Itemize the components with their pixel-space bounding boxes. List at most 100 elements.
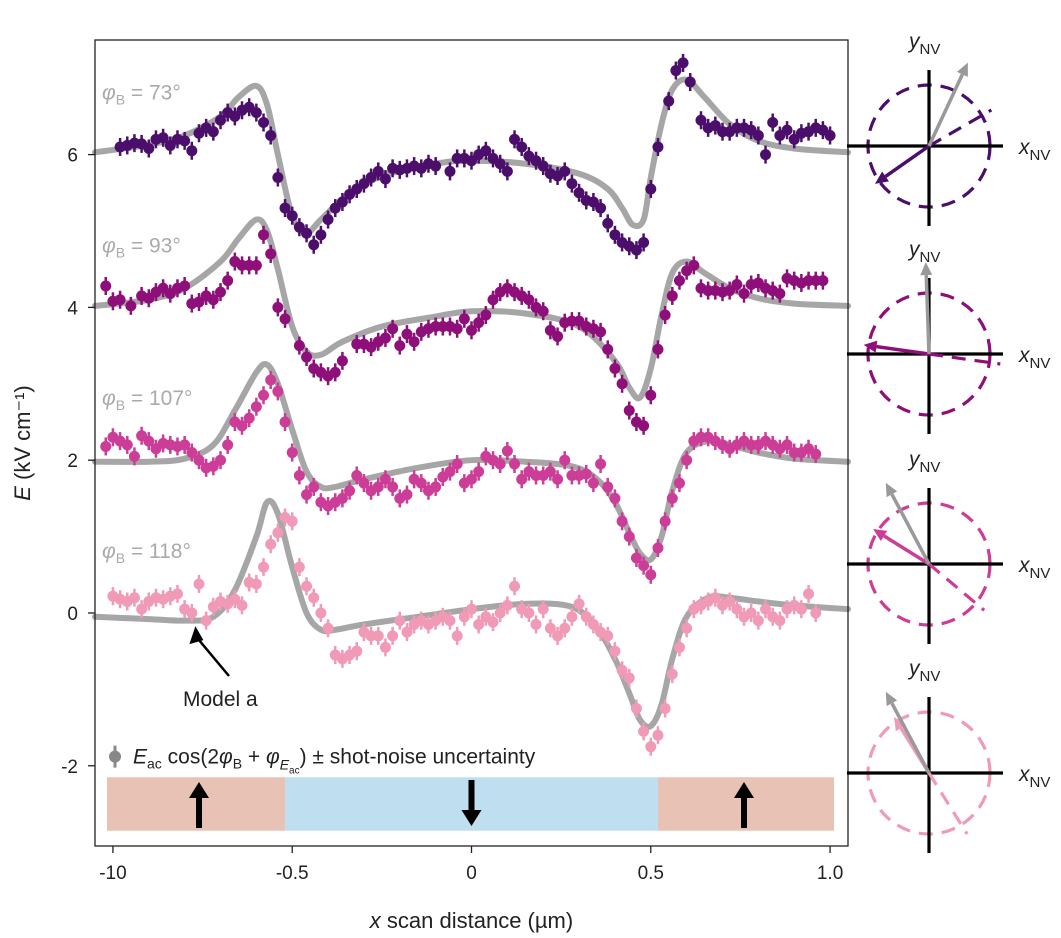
data-point [509,580,521,592]
data-point [652,343,664,355]
data-point [480,309,492,321]
data-point [580,611,592,623]
data-point [207,294,219,306]
data-point [351,645,363,657]
data-point [616,664,628,676]
data-point [365,172,377,184]
data-point [609,363,621,375]
data-point [580,468,592,480]
data-point [760,603,772,615]
data-point [530,618,542,630]
data-point [752,615,764,627]
data-point [487,616,499,628]
data-point [609,229,621,241]
data-point [616,378,628,390]
data-point [501,445,513,457]
data-point [623,672,635,684]
data-point [444,615,456,627]
data-point [774,615,786,627]
phi-value: = 118° [125,540,191,563]
data-point [186,607,198,619]
data-point [473,317,485,329]
data-point [114,294,126,306]
y-tick-label: 6 [67,146,78,167]
data-point [236,420,248,432]
data-point [731,278,743,290]
data-point [301,351,313,363]
x-tick-label: 1.0 [817,863,843,884]
data-point [279,416,291,428]
x-tick-label: 0.5 [638,863,664,884]
data-point [587,618,599,630]
phi-symbol: φ [102,387,116,410]
data-point [724,285,736,297]
data-point [652,141,664,153]
data-point [164,139,176,151]
data-point [351,469,363,481]
inset-x-label-var: x [1018,136,1031,159]
y-tick-label: 2 [67,451,78,472]
data-point [100,440,112,452]
data-point [552,330,564,342]
inset-y-label-var: y [907,238,921,261]
inset-y-label-var: y [907,657,921,680]
data-point [336,196,348,208]
data-point [509,458,521,470]
data-point [681,622,693,634]
inset-dashed-line [928,108,993,148]
phi-value: = 93° [125,234,181,257]
inset-x-label-sub: NV [1030,147,1051,164]
model-curve-3 [92,497,851,730]
inset-gray-arrow-head [885,482,898,498]
x-tick-label: 0 [466,863,477,884]
data-point [681,454,693,466]
domain-arrow-head-1 [461,809,482,826]
data-point [215,454,226,466]
data-point [258,561,270,573]
phi-subscript: B [116,244,125,260]
data-point [408,336,420,348]
inset-y-label-sub: NV [920,41,941,58]
data-point [394,340,406,352]
inset-x-label-var: x [1018,763,1031,786]
legend-text-part: E [133,746,148,769]
inset-field-arrow-shaft [884,144,931,178]
data-point [523,607,535,619]
data-point [810,607,822,619]
data-point [666,668,678,680]
data-point [537,603,549,615]
data-point [724,596,736,608]
phi-value: = 73° [125,82,181,105]
x-axis-title-var: x [369,908,382,933]
data-point [121,439,133,451]
y-tick-label: 0 [67,604,78,625]
inset-x-label-var: x [1018,344,1031,367]
data-point [215,286,226,298]
model-curve-2 [92,361,851,564]
data-point [444,466,456,478]
data-point [315,607,327,619]
data-point [688,259,700,271]
data-point [344,485,356,497]
data-point [372,165,384,177]
data-point [458,611,470,623]
series-label-0: φB = 73° [102,82,181,108]
inset-field-arrow-head [874,171,890,184]
data-point [157,132,169,144]
x-tick-label: -0.5 [276,863,309,884]
data-point [200,615,212,627]
data-point [587,477,599,489]
data-point [709,120,721,132]
data-point [466,603,477,615]
phi-subscript: B [116,92,125,108]
data-point [523,294,535,306]
data-point [673,477,685,489]
inset-y-label-sub: NV [920,249,941,266]
inset-dashed-line [927,772,969,835]
data-point [677,57,689,69]
data-point [265,374,277,386]
